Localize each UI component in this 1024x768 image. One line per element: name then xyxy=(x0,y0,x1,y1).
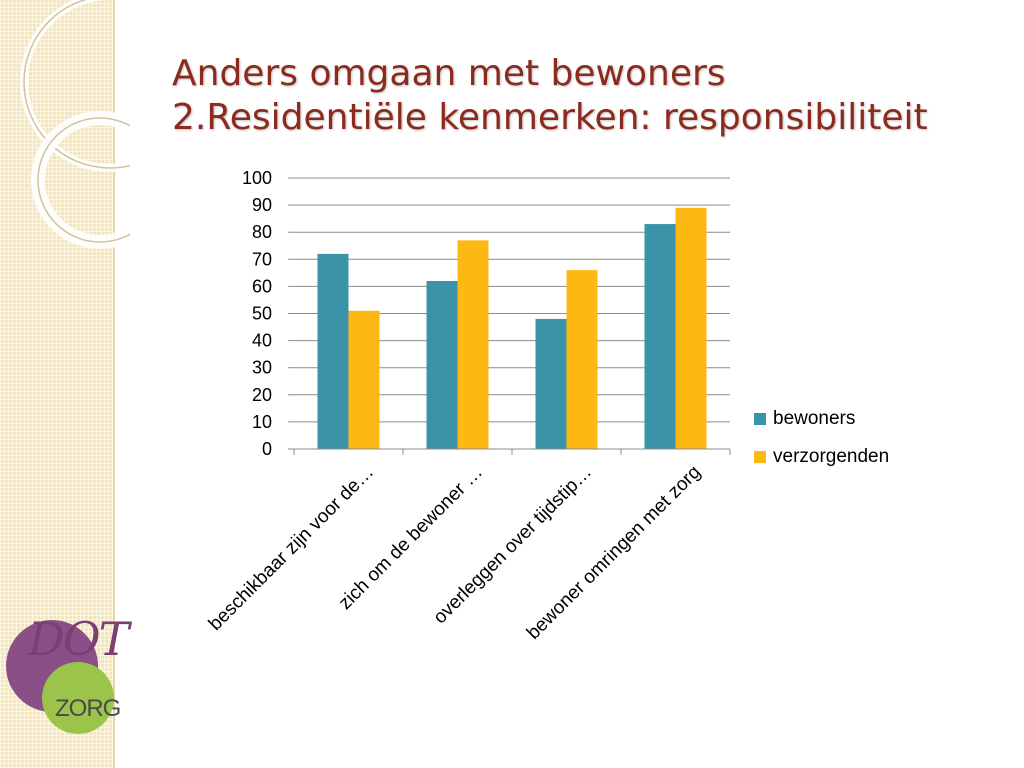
y-tick-label: 40 xyxy=(252,331,272,351)
bar-bewoners xyxy=(644,224,676,449)
slide-title: Anders omgaan met bewoners 2.Residentiël… xyxy=(172,52,992,140)
y-tick-label: 20 xyxy=(252,385,272,405)
y-tick-label: 0 xyxy=(262,439,272,459)
y-tick-label: 30 xyxy=(252,358,272,378)
bar-bewoners xyxy=(426,280,458,449)
bar-verzorgenden xyxy=(675,207,707,449)
x-axis-categories: beschikbaar zijn voor de…zich om de bewo… xyxy=(205,449,731,644)
y-tick-label: 80 xyxy=(252,222,272,242)
title-line-1: Anders omgaan met bewoners xyxy=(172,53,726,94)
legend-label-verzorgenden: verzorgenden xyxy=(773,446,890,467)
bar-bewoners xyxy=(535,318,567,449)
legend-label-bewoners: bewoners xyxy=(773,408,856,429)
bar-verzorgenden xyxy=(566,270,598,449)
title-line-2: 2.Residentiële kenmerken: responsibilite… xyxy=(172,97,928,138)
chart-legend: bewoners verzorgenden xyxy=(754,400,889,476)
y-tick-label: 10 xyxy=(252,412,272,432)
y-tick-label: 90 xyxy=(252,195,272,215)
legend-item-bewoners: bewoners xyxy=(754,400,889,438)
chart-bars xyxy=(317,207,707,449)
x-category-label: bewoner omringen met zorg xyxy=(523,462,705,644)
logo-dot-text: DOT xyxy=(28,612,129,666)
bar-bewoners xyxy=(317,253,349,449)
y-axis-ticks: 0 10 20 30 40 50 60 70 80 90 100 xyxy=(242,168,294,459)
y-tick-label: 70 xyxy=(252,249,272,269)
legend-swatch-bewoners xyxy=(754,413,766,425)
bar-verzorgenden xyxy=(348,310,380,449)
bar-verzorgenden xyxy=(457,240,489,449)
y-tick-label: 60 xyxy=(252,276,272,296)
side-divider xyxy=(113,0,115,768)
y-tick-label: 100 xyxy=(242,168,272,188)
logo-zorg-text: ZORG xyxy=(55,695,121,722)
y-tick-label: 50 xyxy=(252,304,272,324)
legend-swatch-verzorgenden xyxy=(754,451,766,463)
legend-item-verzorgenden: verzorgenden xyxy=(754,438,889,476)
decorative-circles xyxy=(20,0,130,249)
dot-zorg-logo xyxy=(6,620,114,734)
